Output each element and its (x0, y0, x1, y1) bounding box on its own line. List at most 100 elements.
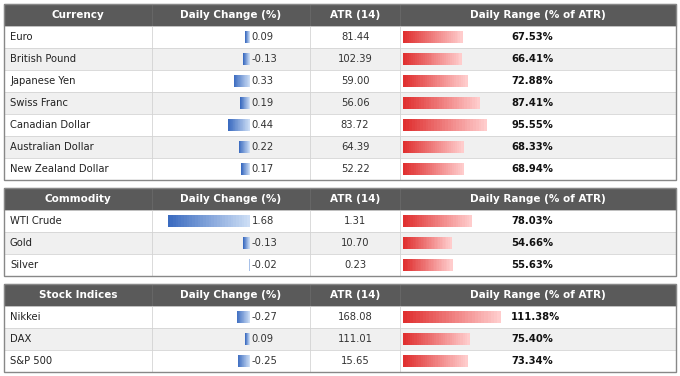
Bar (238, 311, 239, 323)
Bar (439, 237, 441, 249)
Bar (455, 141, 458, 153)
Bar (310, 306, 401, 328)
Bar (246, 355, 247, 367)
Bar (249, 163, 250, 175)
Bar (435, 259, 437, 271)
Bar (401, 92, 676, 114)
Text: 95.55%: 95.55% (511, 120, 553, 130)
Bar (249, 311, 250, 323)
Bar (431, 97, 435, 109)
Bar (437, 237, 439, 249)
Bar (248, 119, 249, 131)
Bar (411, 141, 414, 153)
Bar (245, 237, 246, 249)
Bar (418, 119, 421, 131)
Text: 0.19: 0.19 (252, 98, 274, 108)
Bar (457, 141, 460, 153)
Bar (406, 215, 409, 227)
Bar (403, 119, 407, 131)
Text: Japanese Yen: Japanese Yen (10, 76, 75, 86)
Bar (238, 355, 239, 367)
Bar (408, 75, 410, 87)
Bar (244, 53, 245, 65)
Bar (247, 237, 248, 249)
Bar (249, 53, 250, 65)
Bar (415, 237, 417, 249)
Bar (4, 188, 676, 276)
Bar (401, 26, 676, 48)
Bar (152, 92, 310, 114)
Bar (245, 53, 246, 65)
Bar (249, 237, 250, 249)
Bar (460, 53, 462, 65)
Bar (243, 237, 244, 249)
Bar (461, 141, 464, 153)
Text: Daily Change (%): Daily Change (%) (180, 290, 282, 300)
Bar (437, 97, 439, 109)
Bar (403, 259, 405, 271)
Bar (433, 355, 436, 367)
Bar (4, 26, 152, 48)
Bar (243, 119, 245, 131)
Bar (4, 4, 676, 180)
Bar (310, 284, 401, 306)
Bar (410, 355, 413, 367)
Bar (237, 119, 238, 131)
Bar (422, 163, 424, 175)
Bar (247, 53, 248, 65)
Bar (407, 237, 409, 249)
Bar (401, 158, 676, 180)
Bar (439, 311, 443, 323)
Bar (310, 26, 401, 48)
Bar (411, 53, 413, 65)
Bar (418, 75, 421, 87)
Bar (235, 75, 236, 87)
Bar (420, 355, 423, 367)
Bar (460, 31, 463, 43)
Text: 0.33: 0.33 (252, 76, 274, 86)
Bar (418, 237, 420, 249)
Bar (447, 163, 450, 175)
Bar (445, 163, 448, 175)
Bar (4, 254, 152, 276)
Bar (413, 31, 415, 43)
Bar (190, 215, 192, 227)
Bar (247, 215, 250, 227)
Bar (310, 254, 401, 276)
Text: 0.22: 0.22 (252, 142, 274, 152)
Bar (440, 355, 443, 367)
Bar (152, 26, 310, 48)
Bar (248, 119, 250, 131)
Bar (436, 163, 438, 175)
Bar (242, 355, 243, 367)
Bar (439, 31, 441, 43)
Bar (232, 119, 233, 131)
Text: 72.88%: 72.88% (511, 76, 553, 86)
Bar (243, 119, 244, 131)
Bar (249, 163, 250, 175)
Bar (451, 31, 453, 43)
Bar (244, 215, 248, 227)
Bar (246, 53, 247, 65)
Bar (4, 48, 152, 70)
Bar (246, 53, 247, 65)
Bar (401, 70, 676, 92)
Bar (247, 237, 248, 249)
Bar (241, 311, 242, 323)
Bar (424, 237, 426, 249)
Bar (481, 119, 485, 131)
Bar (443, 237, 445, 249)
Bar (242, 311, 243, 323)
Bar (429, 31, 432, 43)
Bar (409, 141, 412, 153)
Bar (439, 119, 443, 131)
Bar (244, 237, 245, 249)
Bar (420, 237, 422, 249)
Bar (418, 31, 420, 43)
Bar (444, 215, 447, 227)
Bar (228, 119, 229, 131)
Bar (245, 53, 246, 65)
Bar (237, 75, 239, 87)
Bar (403, 215, 406, 227)
Text: 75.40%: 75.40% (511, 334, 553, 344)
